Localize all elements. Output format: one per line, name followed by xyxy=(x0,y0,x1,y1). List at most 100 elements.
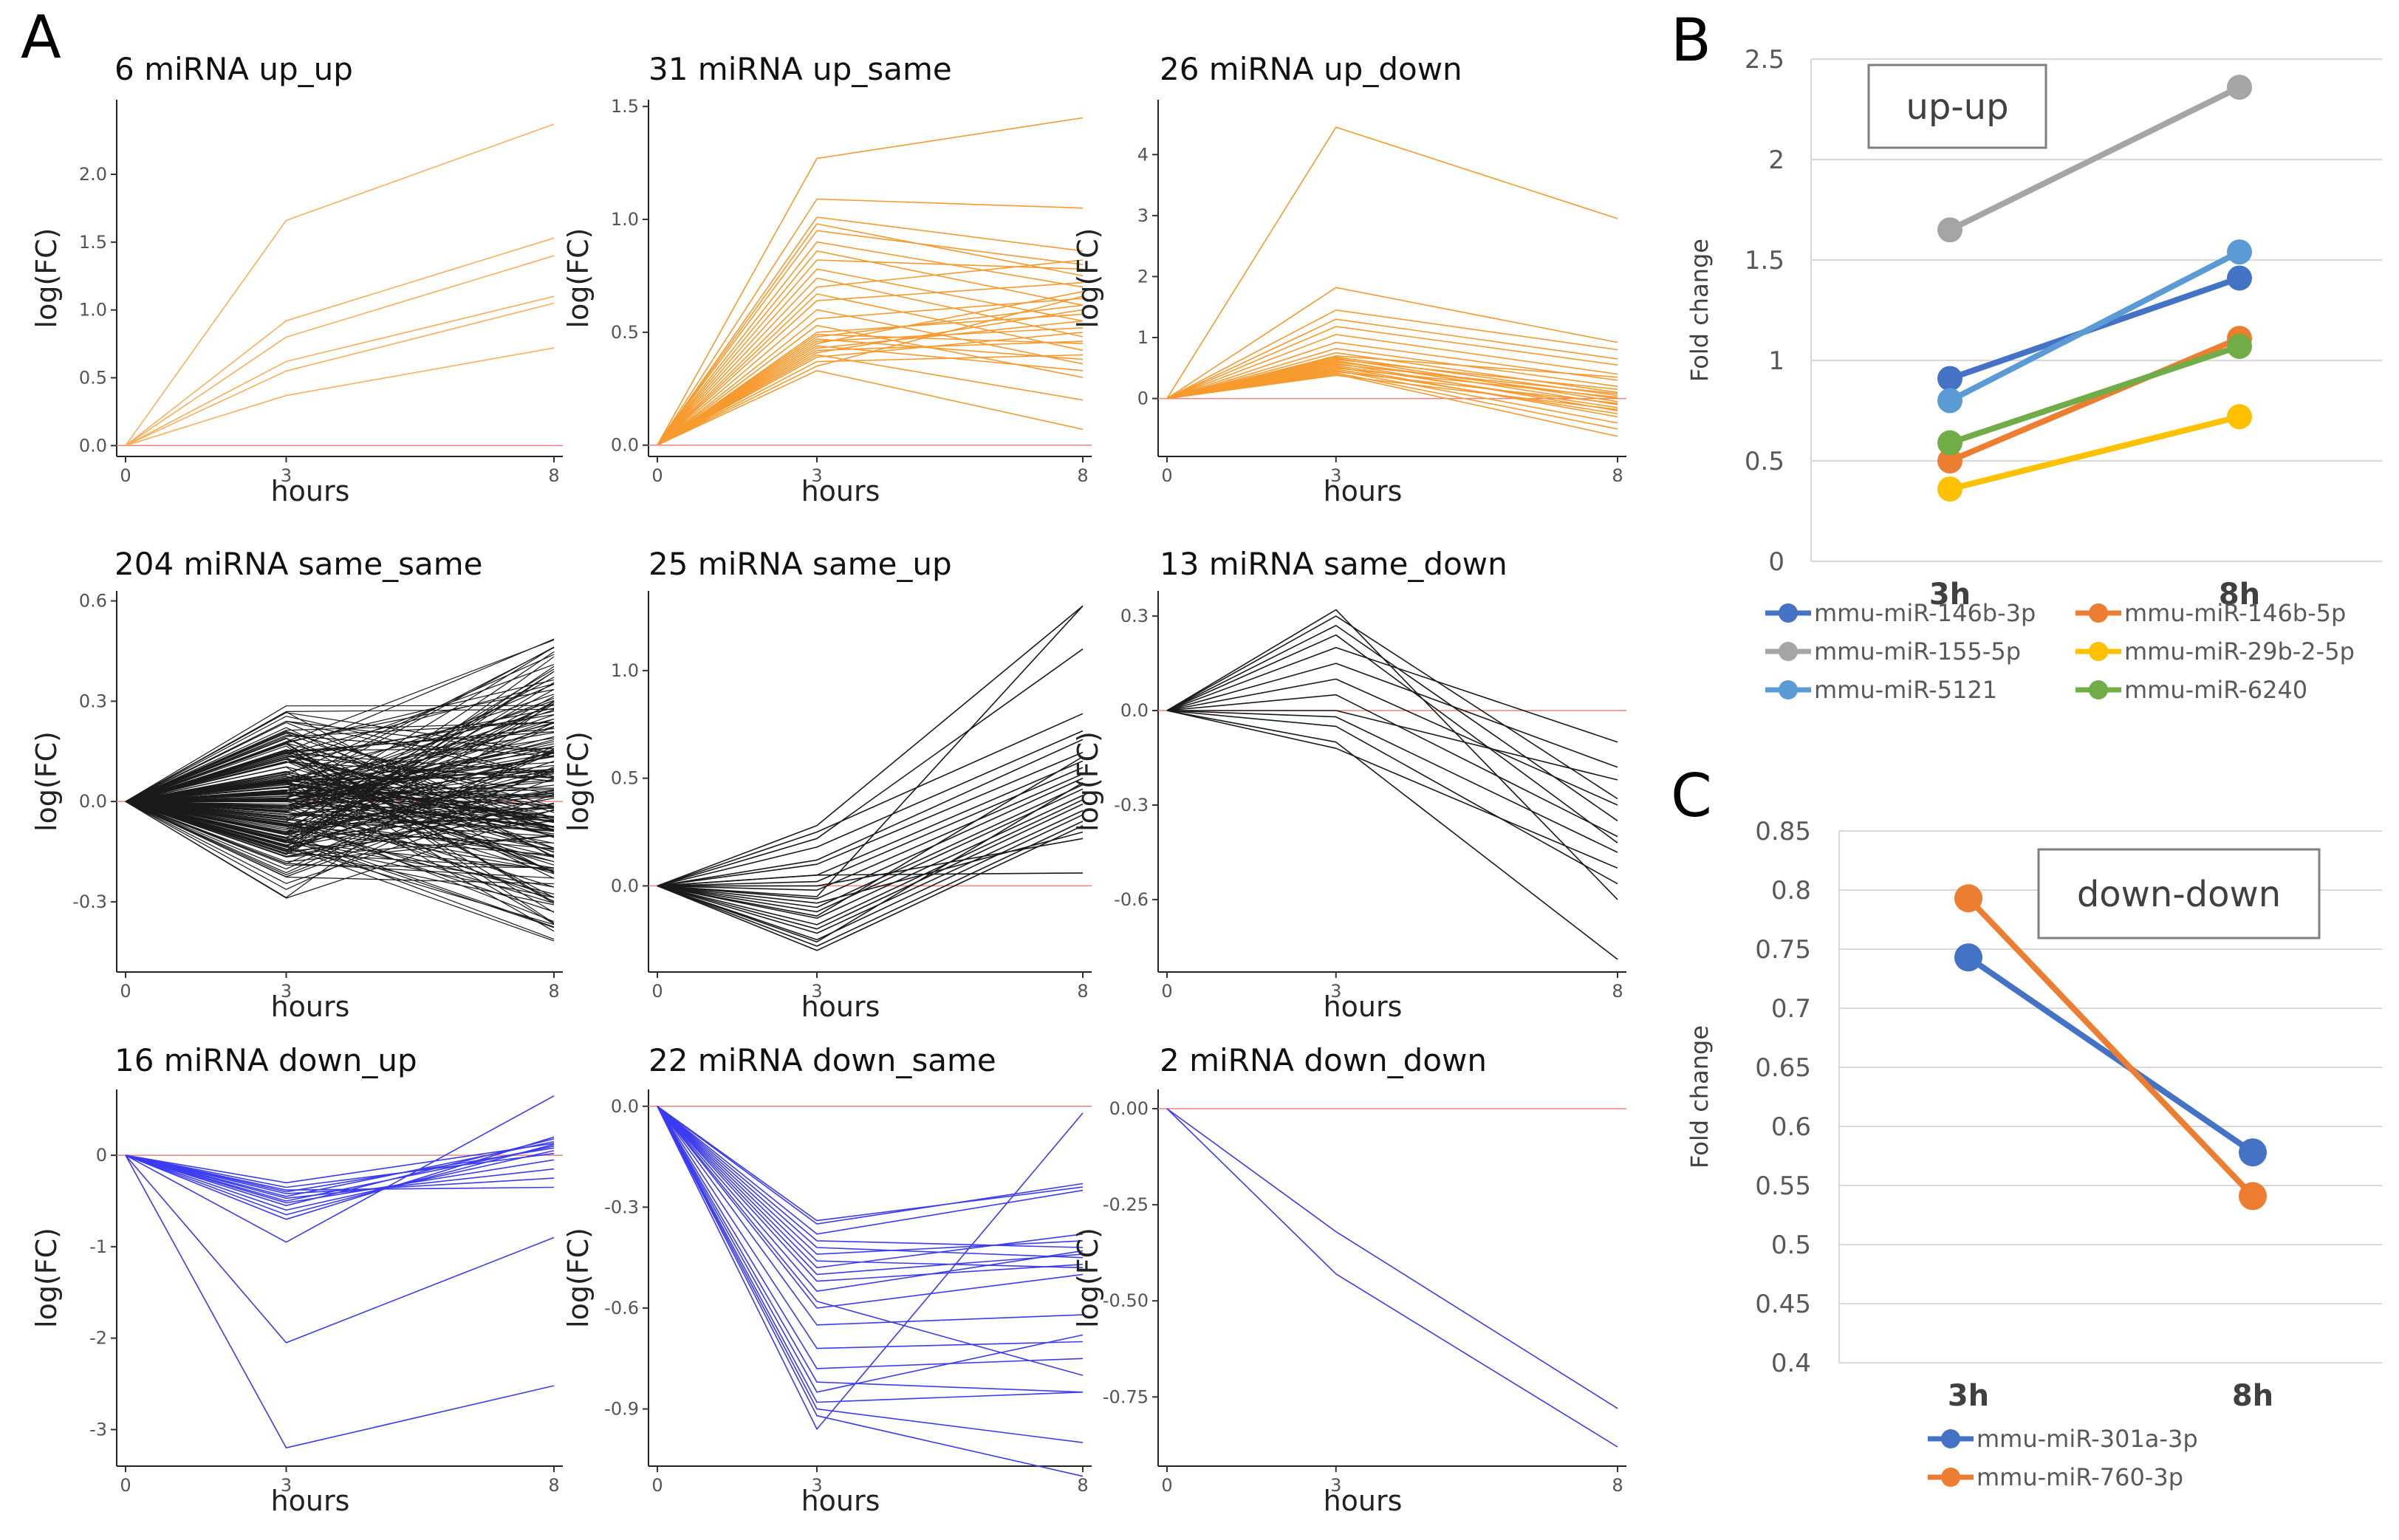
series-line-s9 xyxy=(1167,710,1618,781)
title-box xyxy=(2037,848,2321,940)
series-line-s192 xyxy=(125,783,555,836)
x-tick-label: 0 xyxy=(1161,465,1172,486)
series-line-s18 xyxy=(657,1106,1084,1443)
series-line-s6 xyxy=(125,347,555,447)
series-line-s175 xyxy=(125,755,555,819)
x-tick-label: 0 xyxy=(120,465,131,486)
series-line-s185 xyxy=(125,779,555,803)
data-point-mmu-miR-6240-3h xyxy=(1937,430,1962,456)
series-line-s23 xyxy=(657,756,1084,917)
y-tick-label: 2.5 xyxy=(1745,45,1784,75)
series-line-s4 xyxy=(125,295,555,447)
y-tick-label: -0.6 xyxy=(604,1298,639,1318)
series-line-s202 xyxy=(125,737,555,874)
y-tick-label: 0.0 xyxy=(611,875,639,896)
y-tick-label: -2 xyxy=(89,1328,107,1349)
series-line-s4 xyxy=(657,713,1084,887)
series-line-s30 xyxy=(657,295,1084,446)
small-panel-4: 204 miRNA same_same -0.3 0.0 0.3 0.6 0 3 8 hours… xyxy=(30,546,563,1023)
series-line-s144 xyxy=(125,801,555,852)
series-line-s16 xyxy=(657,324,1084,446)
panel-title: 204 miRNA same_same xyxy=(114,546,483,582)
series-line-s27 xyxy=(657,354,1084,446)
series-line-s21 xyxy=(657,831,1084,904)
series-line-s19 xyxy=(657,304,1084,446)
series-line-s22 xyxy=(657,291,1084,446)
panel-title: 6 miRNA up_up xyxy=(114,51,353,87)
series-line-s9 xyxy=(657,1106,1084,1282)
series-line-s11 xyxy=(1166,710,1618,885)
series-line-s26 xyxy=(1166,374,1618,411)
series-line-s195 xyxy=(125,677,555,822)
data-point-mmu-miR-146b-3p-3h xyxy=(1937,366,1962,391)
x-axis-title: hours xyxy=(1324,1485,1403,1517)
data-point-mmu-miR-146b-5p-3h xyxy=(1937,448,1962,473)
series-line-s7 xyxy=(1166,341,1618,400)
y-tick-label: 0.0 xyxy=(1120,700,1149,721)
data-point-mmu-miR-6240-8h xyxy=(2227,333,2252,359)
series-line-s11 xyxy=(657,777,1084,900)
legend-marker xyxy=(1779,603,1798,623)
series-line-s7 xyxy=(125,1138,555,1206)
y-tick-label: 0.3 xyxy=(1120,606,1149,626)
y-tick-label: 3 xyxy=(1137,205,1149,226)
y-tick-label: -0.6 xyxy=(1114,889,1149,910)
panel-title: 13 miRNA same_down xyxy=(1160,546,1507,582)
series-line-s158 xyxy=(125,789,555,802)
series-line-mmu-miR-29b-2-5p xyxy=(1949,414,2240,492)
series-line-s3 xyxy=(657,216,1084,446)
y-axis-title: log(FC) xyxy=(1072,731,1104,832)
x-tick-label: 0 xyxy=(651,465,663,486)
series-line-s4 xyxy=(657,1106,1084,1259)
series-line-s119 xyxy=(125,705,555,802)
x-tick-label: 8 xyxy=(1077,1475,1088,1496)
series-line-s2 xyxy=(125,237,555,446)
series-line-s10 xyxy=(657,1106,1084,1292)
series-line-s110 xyxy=(125,801,555,863)
legend-label: mmu-miR-146b-5p xyxy=(2124,599,2346,627)
excel-panel-c: 0.4 0.45 0.5 0.55 0.6 0.65 0.7 0.75 0.8 0.85 3h 8h F… xyxy=(1686,817,2382,1491)
series-line-s26 xyxy=(657,309,1084,446)
panel-title: 25 miRNA same_up xyxy=(648,546,952,582)
legend-label: mmu-miR-29b-2-5p xyxy=(2124,637,2355,665)
y-tick-label: 0.0 xyxy=(611,435,639,456)
data-point-mmu-miR-301a-3p-3h xyxy=(1954,943,1982,972)
series-line-s12 xyxy=(657,1106,1084,1326)
series-line-s10 xyxy=(657,277,1084,446)
series-line-s7 xyxy=(657,1106,1084,1269)
series-line-s166 xyxy=(125,801,555,928)
series-line-s13 xyxy=(657,281,1084,446)
series-line-s92 xyxy=(125,722,555,831)
y-tick-label: 1.5 xyxy=(79,232,107,253)
series-line-s14 xyxy=(125,1154,555,1191)
y-axis-title: log(FC) xyxy=(30,731,63,832)
y-tick-label: 0.5 xyxy=(1745,447,1784,476)
series-line-s153 xyxy=(125,790,555,827)
series-line-s16 xyxy=(125,1143,555,1184)
series-line-s177 xyxy=(125,801,555,817)
series-line-s148 xyxy=(125,801,555,928)
y-tick-label: 1.0 xyxy=(611,660,639,681)
legend-marker xyxy=(1779,642,1798,661)
data-point-mmu-miR-155-5p-8h xyxy=(2227,75,2252,100)
y-tick-label: -0.25 xyxy=(1103,1194,1149,1215)
data-point-mmu-miR-760-3p-8h xyxy=(2239,1182,2267,1211)
series-line-s9 xyxy=(657,767,1084,887)
small-panel-7: 16 miRNA down_up -3 -2 -1 0 0 3 8 hours log(FC) xyxy=(30,1042,563,1517)
series-line-s13 xyxy=(657,788,1084,913)
series-line-mmu-miR-5121 xyxy=(1948,249,2241,403)
series-line-s19 xyxy=(657,821,1084,947)
panel-title: 2 miRNA down_down xyxy=(1160,1042,1487,1078)
x-tick-label: 8 xyxy=(1077,465,1088,486)
legend-marker xyxy=(2089,642,2108,661)
data-point-mmu-miR-146b-3p-8h xyxy=(2227,265,2252,291)
x-axis-title: hours xyxy=(801,990,880,1023)
series-line-s8 xyxy=(657,259,1084,446)
series-line-s11 xyxy=(125,1140,555,1197)
y-tick-label: 0.75 xyxy=(1755,935,1811,965)
series-line-s11 xyxy=(657,1106,1084,1309)
y-axis-title: log(FC) xyxy=(30,228,63,329)
series-line-s156 xyxy=(125,787,555,802)
charts-layer: 6 miRNA up_up 0.0 0.5 1.0 1.5 2.0 0 3 8 hours log(… xyxy=(30,45,2382,1517)
series-line-s12 xyxy=(1166,710,1618,960)
